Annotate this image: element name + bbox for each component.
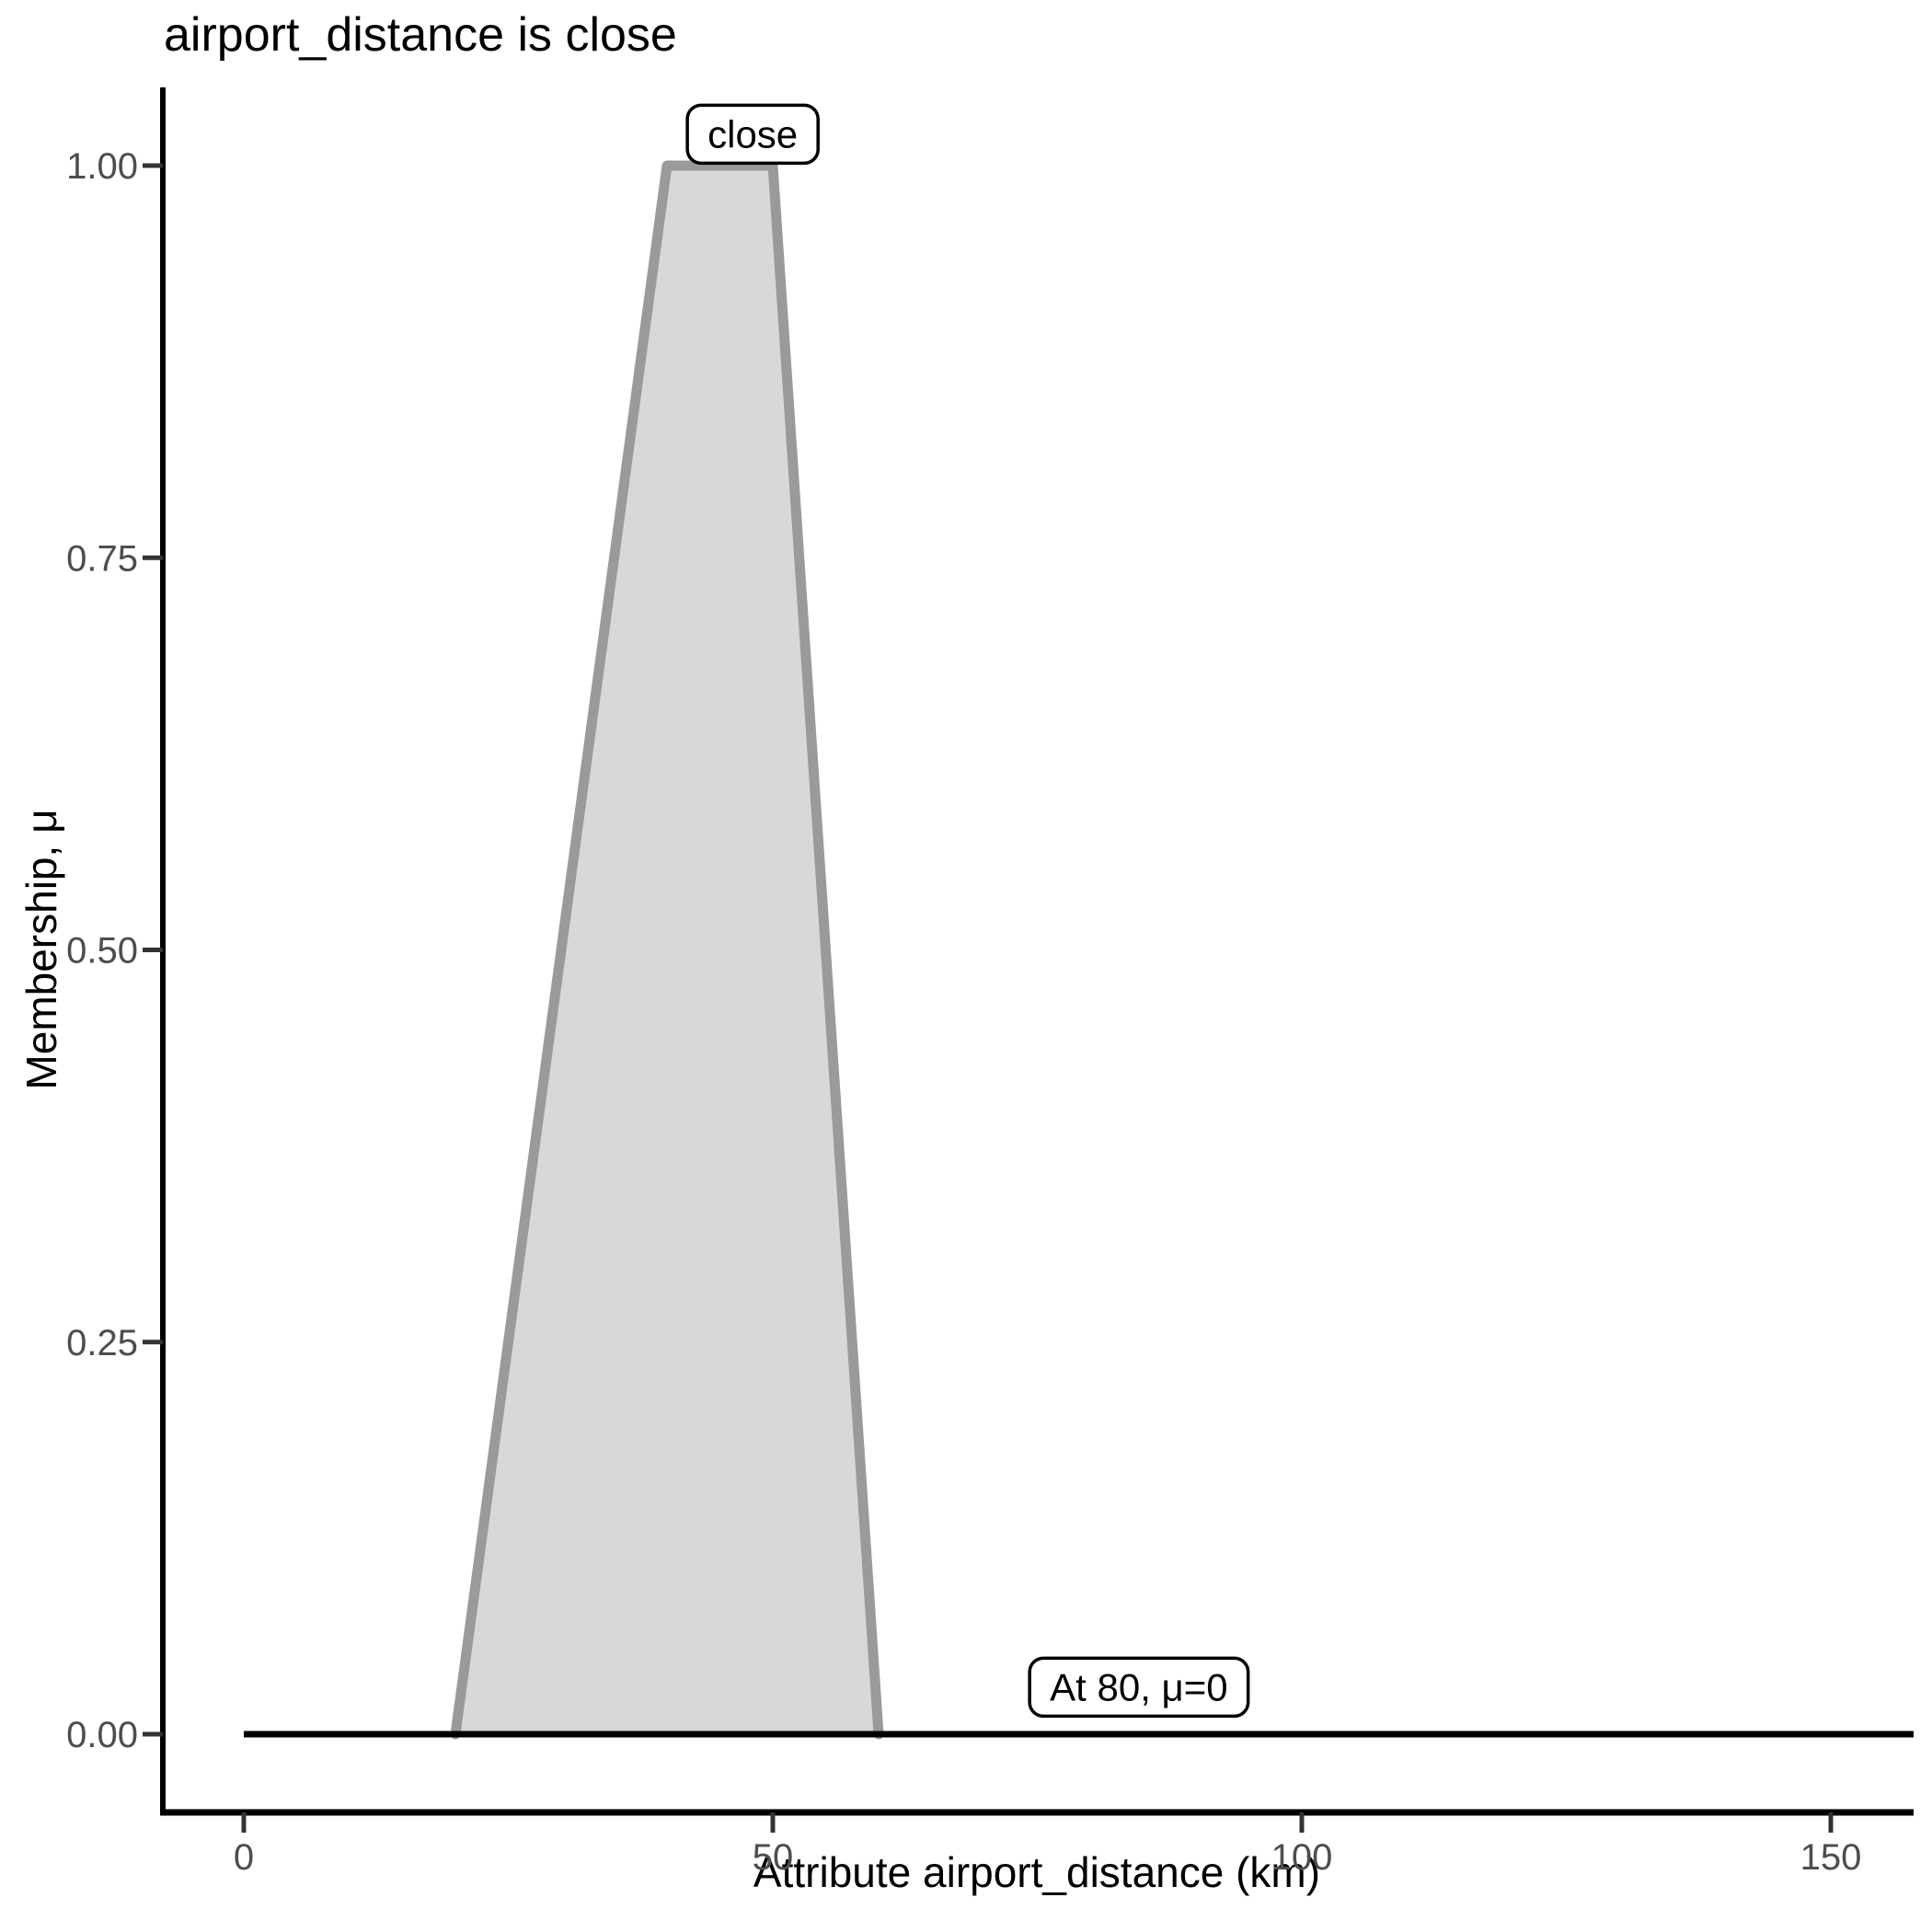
x-axis-title: Attribute airport_distance (km) [753,1848,1321,1896]
annotation-box [685,103,820,166]
y-tick-label: 0.00 [66,1715,138,1755]
y-tick-label: 1.00 [66,146,138,187]
chart-title: airport_distance is close [164,8,677,62]
tick-layer: 0 50 100 150 0.00 0.25 0.50 0.75 1.00 [66,146,1861,1878]
x-tick-label: 0 [234,1837,254,1878]
annotation-layer: close At 80, μ=0 [685,103,1250,1719]
annotation-label: close [707,112,798,155]
geometry-layer [244,160,1914,1740]
axis-layer [160,87,1914,1816]
y-tick-label: 0.50 [66,931,138,972]
annotation-box [1028,1656,1250,1719]
x-tick-label: 100 [1271,1837,1333,1878]
fuzzy-set-close-border [450,160,884,1740]
y-tick-label: 0.25 [66,1323,138,1363]
annotation-label: At 80, μ=0 [1050,1665,1228,1708]
fuzzy-set-close-area [455,166,879,1734]
x-tick-label: 50 [753,1837,794,1878]
x-tick-label: 150 [1800,1837,1862,1878]
annotation: At 80, μ=0 [1028,1656,1250,1719]
annotation: close [685,103,820,166]
y-tick-label: 0.75 [66,538,138,579]
